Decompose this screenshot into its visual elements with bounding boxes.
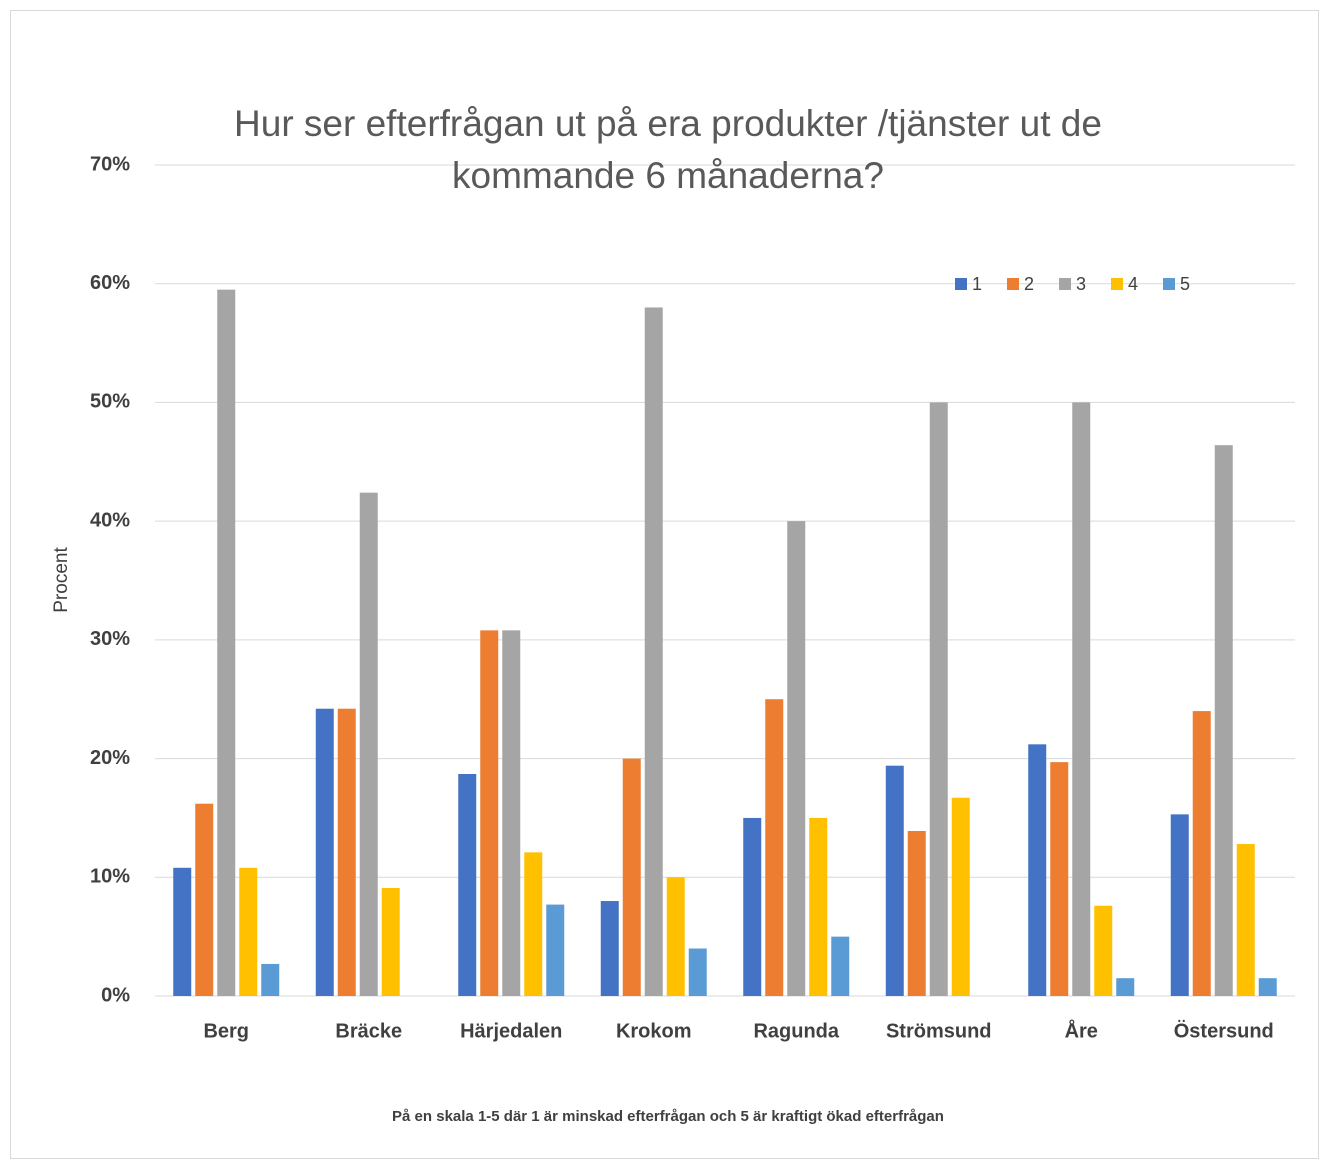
y-tick-label: 60% xyxy=(90,272,130,294)
bar xyxy=(546,904,565,996)
legend-label: 1 xyxy=(972,274,982,294)
bar xyxy=(688,948,707,996)
bar xyxy=(337,708,356,996)
bar xyxy=(1116,978,1135,996)
bar xyxy=(831,936,850,996)
x-tick-label: Ragunda xyxy=(753,1020,839,1042)
legend-swatch xyxy=(1111,278,1123,290)
x-tick-label: Krokom xyxy=(616,1020,692,1042)
legend-label: 2 xyxy=(1024,274,1034,294)
bar xyxy=(381,887,400,996)
bar xyxy=(1028,744,1047,996)
bar xyxy=(1050,762,1069,996)
bar xyxy=(261,963,280,996)
bar xyxy=(929,402,948,996)
y-axis-label: Procent xyxy=(51,547,72,613)
x-tick-label: Bräcke xyxy=(335,1020,402,1042)
y-tick-label: 20% xyxy=(90,747,130,769)
bar xyxy=(666,877,685,996)
legend-swatch xyxy=(1163,278,1175,290)
y-tick-label: 0% xyxy=(101,984,130,1006)
bar xyxy=(765,699,784,996)
bar xyxy=(1072,402,1091,996)
x-axis-label: På en skala 1-5 där 1 är minskad efterfr… xyxy=(392,1108,944,1125)
y-tick-label: 50% xyxy=(90,391,130,413)
x-tick-label: Berg xyxy=(203,1020,249,1042)
legend-label: 3 xyxy=(1076,274,1086,294)
bar xyxy=(173,867,192,996)
y-tick-label: 40% xyxy=(90,509,130,531)
bar xyxy=(315,708,334,996)
x-tick-label: Härjedalen xyxy=(460,1020,562,1042)
legend-swatch xyxy=(1059,278,1071,290)
bar xyxy=(1258,978,1277,996)
bar xyxy=(1214,445,1233,996)
bar xyxy=(524,852,543,996)
y-tick-label: 30% xyxy=(90,628,130,650)
bar xyxy=(809,817,828,996)
bar xyxy=(743,817,762,996)
bar xyxy=(1236,844,1255,996)
bar xyxy=(1170,814,1189,996)
bar xyxy=(885,765,904,996)
bar xyxy=(480,630,499,996)
bar xyxy=(644,307,663,996)
y-tick-label: 10% xyxy=(90,866,130,888)
bar xyxy=(217,289,236,996)
bar xyxy=(622,758,641,996)
chart-title: Hur ser efterfrågan ut på era produkter … xyxy=(234,103,1102,196)
bar xyxy=(195,803,214,996)
legend-label: 4 xyxy=(1128,274,1138,294)
bar xyxy=(1192,711,1211,996)
legend-swatch xyxy=(1007,278,1019,290)
x-tick-label: Östersund xyxy=(1174,1019,1274,1042)
bar xyxy=(239,867,258,996)
x-tick-label: Strömsund xyxy=(886,1020,992,1042)
legend-label: 5 xyxy=(1180,274,1190,294)
bar xyxy=(600,901,619,996)
y-tick-label: 70% xyxy=(90,153,130,175)
bar xyxy=(1094,905,1113,996)
bar xyxy=(502,630,521,996)
bar xyxy=(907,830,926,996)
bar xyxy=(951,797,970,996)
bar xyxy=(359,492,378,996)
legend-swatch xyxy=(955,278,967,290)
bar xyxy=(787,521,806,996)
bar xyxy=(458,774,477,996)
x-tick-label: Åre xyxy=(1065,1018,1098,1042)
